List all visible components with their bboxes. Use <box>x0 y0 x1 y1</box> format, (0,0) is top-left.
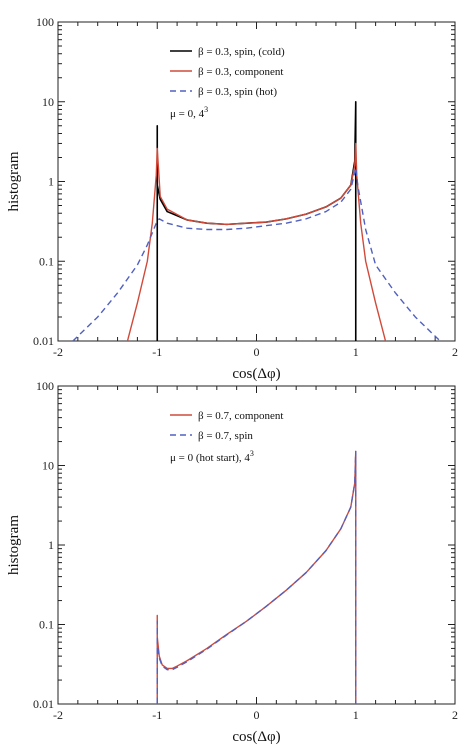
x-axis-label: cos(Δφ) <box>232 366 280 382</box>
annotation-superscript: 3 <box>250 449 254 458</box>
annotation: μ = 0, 43 <box>170 105 208 120</box>
y-axis-label: histogram <box>6 515 22 575</box>
y-tick-label: 0.1 <box>39 254 54 268</box>
y-tick-label: 0.01 <box>33 334 54 348</box>
series-group <box>156 450 357 704</box>
y-tick-label: 0.1 <box>39 618 54 632</box>
x-tick-label: 2 <box>452 345 458 359</box>
legend-entry: β = 0.3, spin (hot) <box>198 86 277 98</box>
series-line-1 <box>156 100 357 341</box>
plot-frame <box>57 385 456 705</box>
chart-panel-1: -2 -1 0 1 2 0.01 0.1 1 10 100 cos(Δφ) histogram β = … <box>6 15 458 382</box>
x-axis: -2 -1 0 1 2 <box>53 22 458 359</box>
x-axis: -2 -1 0 1 2 <box>53 386 458 722</box>
y-tick-label: 1 <box>48 538 54 552</box>
annotation: μ = 0 (hot start), 43 <box>170 449 254 464</box>
annotation-text: μ = 0 (hot start), 4 <box>170 452 250 464</box>
series-line-3 <box>72 166 441 341</box>
series-line-2 <box>156 450 357 704</box>
y-tick-label: 10 <box>42 459 54 473</box>
legend-entry: β = 0.7, component <box>198 410 283 422</box>
x-tick-label: 2 <box>452 708 458 722</box>
y-tick-label: 100 <box>36 15 54 29</box>
y-tick-label: 0.01 <box>33 697 54 711</box>
x-axis-label: cos(Δφ) <box>232 729 280 745</box>
x-tick-label: -2 <box>53 708 63 722</box>
y-axis: 0.01 0.1 1 10 100 <box>33 379 455 711</box>
legend-entry: β = 0.3, component <box>198 66 283 78</box>
chart-panel-2: -2 -1 0 1 2 0.01 0.1 1 10 100 cos(Δφ) histogram β = … <box>6 379 458 745</box>
x-tick-label: 0 <box>254 708 260 722</box>
legend-entry: β = 0.3, spin, (cold) <box>198 46 285 58</box>
annotation-text: μ = 0, 4 <box>170 108 205 120</box>
legend-entry: β = 0.7, spin <box>198 430 253 442</box>
legend: β = 0.3, spin, (cold) β = 0.3, component β… <box>170 46 285 98</box>
series-group <box>72 100 441 341</box>
x-tick-label: 1 <box>353 345 359 359</box>
y-tick-label: 100 <box>36 379 54 393</box>
x-tick-label: 0 <box>254 345 260 359</box>
legend: β = 0.7, component β = 0.7, spin <box>170 410 283 442</box>
y-tick-label: 1 <box>48 175 54 189</box>
series-line-2 <box>126 142 387 341</box>
x-tick-label: -2 <box>53 345 63 359</box>
x-tick-label: 1 <box>353 708 359 722</box>
y-axis-label: histogram <box>6 151 22 211</box>
y-tick-label: 10 <box>42 95 54 109</box>
y-axis: 0.01 0.1 1 10 100 <box>33 15 455 348</box>
x-tick-label: -1 <box>152 345 162 359</box>
series-line-1 <box>156 450 357 704</box>
annotation-superscript: 3 <box>204 105 208 114</box>
x-tick-label: -1 <box>152 708 162 722</box>
